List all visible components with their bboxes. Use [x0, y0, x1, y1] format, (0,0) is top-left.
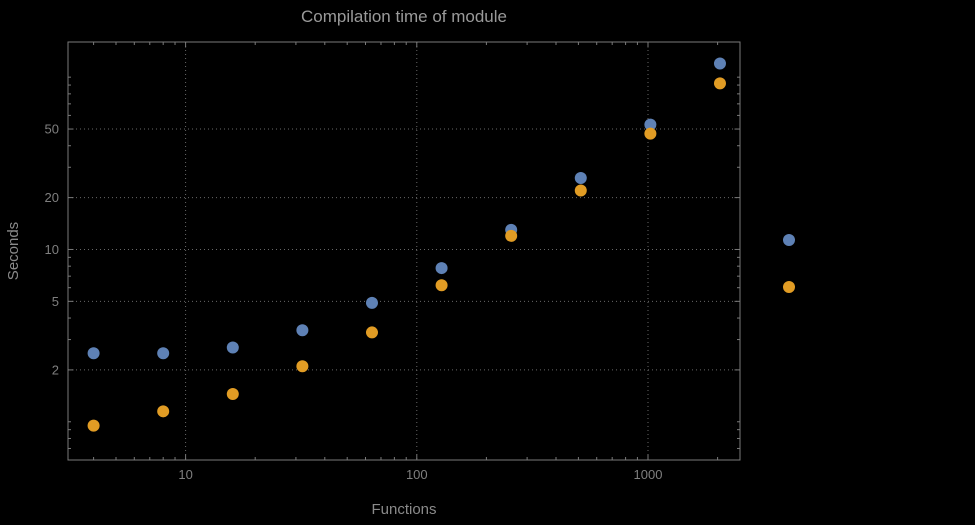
x-tick-label: 10: [178, 467, 192, 482]
x-tick-label: 100: [406, 467, 428, 482]
data-point-series-orange: [713, 77, 726, 90]
data-point-series-blue: [157, 347, 170, 360]
y-tick-label: 50: [45, 122, 59, 137]
data-point-series-blue: [713, 57, 726, 70]
data-point-series-orange: [435, 279, 448, 292]
x-tick-label: 1000: [634, 467, 663, 482]
y-tick-label: 5: [52, 294, 59, 309]
y-tick-label: 20: [45, 190, 59, 205]
data-point-series-blue: [435, 262, 448, 275]
data-point-series-orange: [296, 360, 309, 373]
y-tick-label: 10: [45, 242, 59, 257]
data-point-series-blue: [365, 296, 378, 309]
data-point-series-blue: [226, 341, 239, 354]
data-point-series-orange: [505, 229, 518, 242]
data-point-series-orange: [574, 184, 587, 197]
data-point-series-orange: [644, 127, 657, 140]
y-tick-label: 2: [52, 362, 59, 377]
data-point-series-blue: [87, 347, 100, 360]
x-axis-label: Functions: [371, 501, 437, 518]
plot-frame: [67, 41, 741, 461]
data-point-series-orange: [157, 405, 170, 418]
chart-title: Compilation time of module: [301, 7, 507, 26]
data-point-series-blue: [574, 171, 587, 184]
legend-marker: [783, 281, 795, 293]
data-point-series-orange: [365, 326, 378, 339]
legend-marker: [783, 234, 795, 246]
data-point-series-blue: [644, 118, 657, 131]
data-point-series-blue: [296, 324, 309, 337]
data-point-series-orange: [226, 387, 239, 400]
data-point-series-orange: [87, 419, 100, 432]
